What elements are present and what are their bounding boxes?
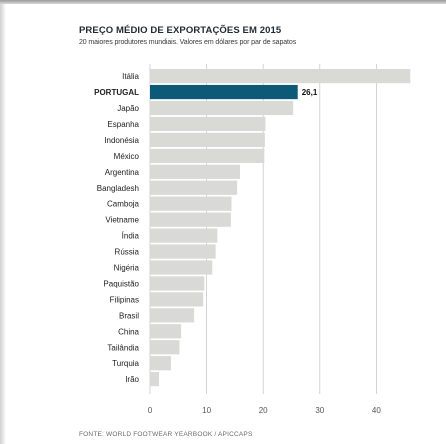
data-label-portugal: 26,1 [302,88,318,97]
category-label-mexico: México [114,152,140,161]
category-label-russia: Rússia [115,248,140,257]
category-label-camboja: Camboja [107,200,140,209]
bar-brasil [150,308,195,323]
chart-title: PREÇO MÉDIO DE EXPORTAÇÕES EM 2015 [79,25,282,36]
x-tick-label: 10 [202,406,211,415]
category-label-tailandia: Tailândia [107,343,139,352]
bars [150,69,411,387]
category-label-vietname: Vietname [105,216,139,225]
bar-india [150,228,218,243]
bar-bangladesh [150,180,238,195]
bar-china [150,324,182,339]
category-label-china: China [118,327,139,336]
top-border [0,0,446,4]
category-label-indonesia: Indonésia [104,136,139,145]
category-label-brasil: Brasil [119,311,139,320]
bar-camboja [150,196,232,211]
bar-espanha [150,116,266,132]
bar-indonesia [150,132,265,147]
category-label-argentina: Argentina [105,168,140,177]
category-label-italia: Itália [122,72,139,81]
bar-vietname [150,212,231,227]
category-label-nigeria: Nigéria [114,264,140,273]
category-label-paquistao: Paquistão [103,279,139,288]
x-tick-label: 30 [315,406,324,415]
bar-nigeria [150,260,213,275]
x-tick-label: 0 [148,406,153,415]
category-label-japao: Japão [117,104,139,113]
category-label-espanha: Espanha [107,120,139,129]
bar-mexico [150,148,265,163]
category-labels: Itália PORTUGAL Japão Espanha Indonésia Méxic… [94,72,139,384]
x-tick-label: 40 [372,406,381,415]
bar-italia [150,69,411,84]
category-label-irao: Irão [125,375,139,384]
x-tick-labels: 0 10 20 30 40 [148,406,382,415]
bar-portugal [150,84,298,100]
x-tick-label: 20 [259,406,268,415]
bar-tailandia [150,340,180,355]
category-label-bangladesh: Bangladesh [97,184,139,193]
bar-russia [150,244,216,259]
bar-turquia [150,356,171,371]
chart-source: FONTE: WORLD FOOTWEAR YEARBOOK / APICCAP… [79,431,253,438]
category-label-india: Índia [122,232,140,241]
chart-subtitle: 20 maiores produtores mundiais. Valores … [79,39,297,46]
left-edge-shadow [0,4,6,444]
data-labels: 26,1 [302,88,318,97]
bar-irao [150,372,160,387]
bar-paquistao [150,276,205,291]
category-label-turquia: Turquia [112,359,139,368]
bar-japao [150,100,294,116]
bar-argentina [150,164,240,179]
bar-filipinas [150,292,204,307]
category-label-portugal: PORTUGAL [94,88,139,97]
category-label-filipinas: Filipinas [110,295,139,304]
